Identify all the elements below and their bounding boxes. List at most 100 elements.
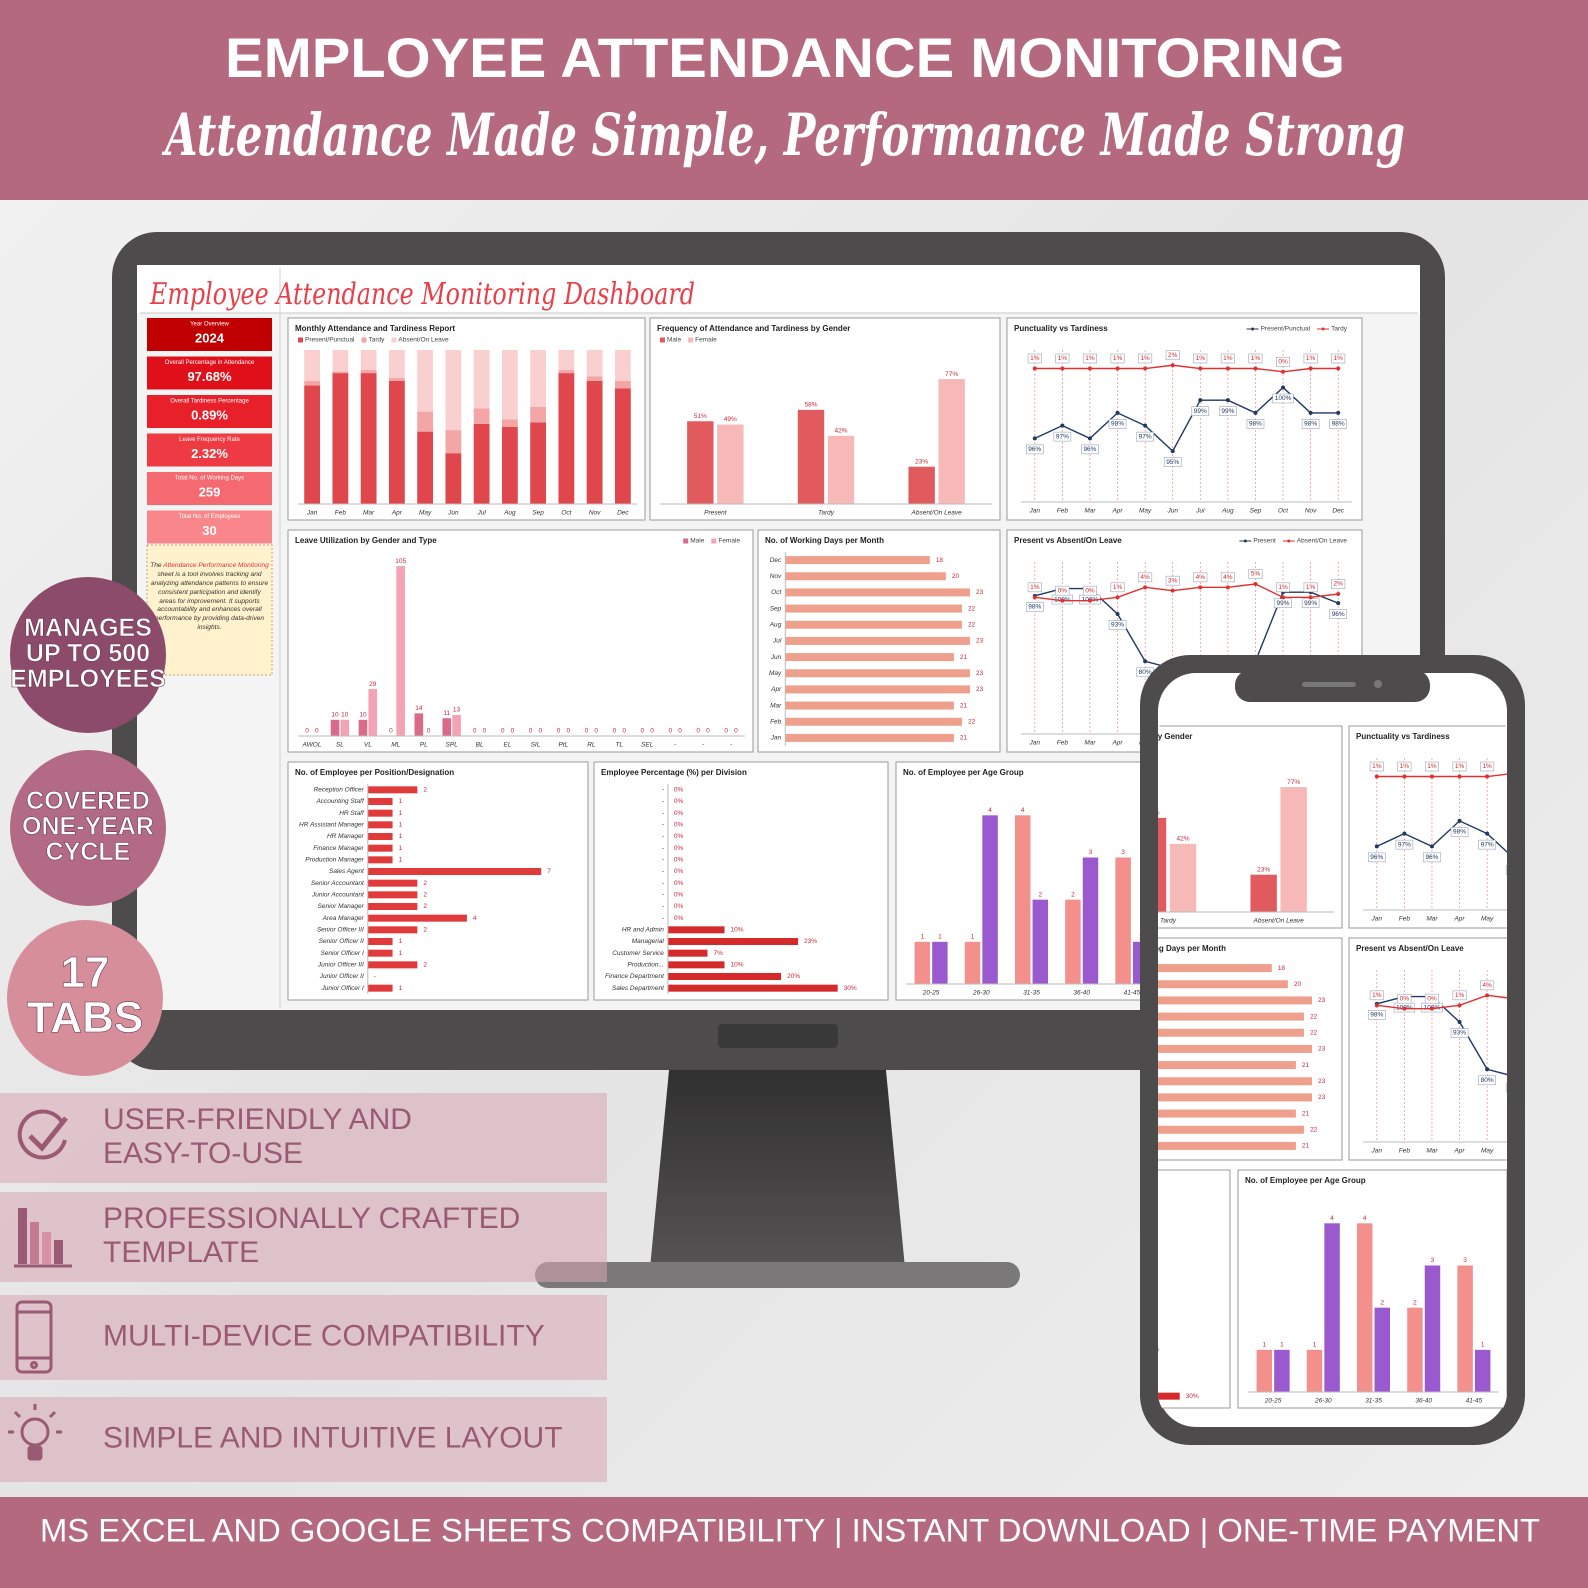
kpi-label: Overall Percentage in Attendance (165, 360, 255, 366)
chart-panel: Employee Percentage (%) per Division----… (1158, 1169, 1231, 1409)
badge-text: TABS (27, 993, 144, 1042)
data-label: 23 (1318, 997, 1326, 1004)
y-tick-label: Junior Officer III (317, 962, 364, 969)
bar-segment (332, 373, 349, 504)
label-box (1450, 827, 1469, 837)
legend-label: Tardy (1331, 326, 1348, 333)
data-label: 22 (968, 605, 976, 612)
x-tick-label: - (674, 742, 677, 749)
label-box (1329, 609, 1348, 619)
chart-title: No. of Working Days per Month (765, 536, 884, 545)
panel-frame (1348, 725, 1507, 929)
label-box (1369, 990, 1384, 1001)
bar (1082, 857, 1099, 984)
data-label: 23 (976, 670, 984, 677)
y-tick-label: - (662, 880, 665, 887)
bar-segment (360, 350, 377, 371)
series-line (1376, 991, 1507, 1010)
bar-segment (388, 380, 405, 504)
data-label: 1% (1058, 355, 1068, 362)
note-part: The (150, 562, 164, 569)
series-line (1034, 386, 1339, 453)
y-tick-label: Production... (627, 962, 664, 969)
data-label: 1% (1140, 355, 1150, 362)
bar-segment (501, 350, 518, 420)
chart-panel: No. of Employee per Age Group11423142312… (895, 761, 1166, 1001)
kpi-label: Total No. of Working Days (175, 476, 244, 482)
label-box (1246, 419, 1265, 429)
bar-segment (530, 406, 547, 423)
data-point (1032, 436, 1037, 441)
data-label: 0% (674, 857, 684, 864)
chart-title: Punctuality vs Tardiness (1014, 324, 1108, 333)
label-box (1027, 353, 1042, 364)
data-point (1308, 366, 1313, 371)
y-tick-label: Senior Manager (318, 903, 365, 910)
legend-label: Absent/On Leave (398, 337, 449, 344)
x-tick-label: RL (587, 742, 596, 749)
bar (785, 588, 970, 597)
kpi-column: Year Overview 2024 Overall Percentage in A… (147, 318, 272, 544)
data-point (1060, 423, 1065, 428)
legend-key (688, 337, 694, 343)
y-tick-label: Production Manager (305, 857, 364, 864)
bar (442, 718, 452, 736)
y-tick-label: - (662, 857, 665, 864)
data-label: 1% (1334, 355, 1344, 362)
data-point (1374, 844, 1379, 849)
data-label: 0 (539, 728, 543, 735)
label-box (1027, 582, 1042, 593)
chart-title: No. of Employee per Position/Designation (295, 768, 454, 777)
panel-frame (1158, 1169, 1231, 1409)
label-box (1452, 761, 1467, 772)
label-box (1329, 419, 1348, 429)
y-tick-label: Senior Accountant (311, 880, 365, 887)
data-point (1429, 844, 1434, 849)
bar (1274, 1349, 1290, 1392)
footer-bar (0, 1497, 1588, 1588)
label-box (1248, 353, 1263, 364)
data-label: 4 (1363, 1215, 1367, 1222)
feature-row (0, 1192, 607, 1282)
data-label: 21 (1302, 1062, 1310, 1069)
chart-panel: No. of Employee per Position/Designation… (287, 761, 589, 1001)
data-label: 2 (423, 787, 427, 794)
x-tick-label: Feb (1057, 508, 1069, 515)
label-box (1367, 1010, 1386, 1020)
data-point (1485, 993, 1490, 998)
kpi-value: 2024 (195, 330, 225, 345)
data-label: 99% (1277, 600, 1290, 607)
bar-segment (417, 350, 434, 412)
data-label: 1 (921, 934, 925, 941)
data-label: 1 (399, 845, 403, 852)
bar-segment (586, 380, 603, 504)
panel-frame (1006, 317, 1363, 521)
icon-bulb-glass (20, 1417, 50, 1447)
legend-key (711, 538, 717, 544)
bar (785, 556, 930, 565)
label-box (1452, 990, 1467, 1001)
series-line (1376, 794, 1507, 861)
y-tick-label: - (662, 833, 665, 840)
data-label: 23 (1318, 1078, 1326, 1085)
chart-panel: No. of Working Days per MonthDecNovOctSe… (1158, 937, 1343, 1161)
icon-bulb-rays (8, 1404, 62, 1434)
bar (1158, 980, 1288, 989)
y-tick-label: Junior Officer I (321, 985, 364, 992)
kpi-card (147, 356, 272, 390)
phone-camera (1374, 680, 1382, 688)
bar (1158, 996, 1312, 1005)
note-text: The Attendance Performance Monitoring sh… (150, 562, 269, 633)
data-label: 10 (331, 712, 339, 719)
data-label: 23 (976, 589, 984, 596)
bar (785, 733, 954, 742)
bar-segment (417, 411, 434, 432)
x-tick-label: 31-35 (1023, 990, 1040, 997)
label-box (1138, 353, 1153, 364)
legend-label: Present (1253, 538, 1276, 545)
x-tick-label: 20-25 (1264, 1398, 1282, 1405)
data-label: 0 (315, 728, 319, 735)
x-tick-label: Mar (1084, 740, 1096, 747)
label-box (1163, 457, 1182, 467)
data-label: 1 (971, 934, 975, 941)
